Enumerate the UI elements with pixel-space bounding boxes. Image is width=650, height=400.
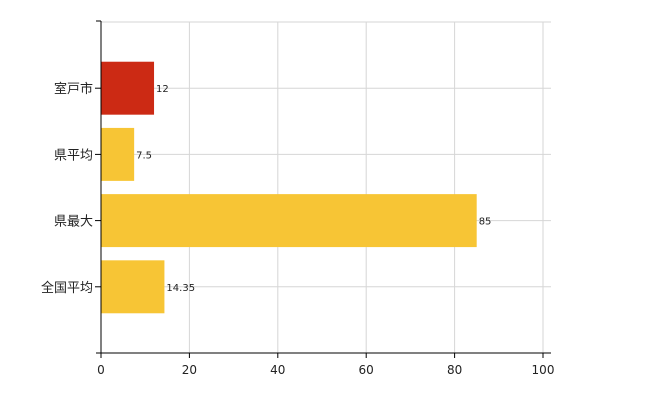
x-tick-label: 20 xyxy=(182,363,197,377)
bar xyxy=(101,260,165,314)
grid-lines xyxy=(100,21,551,353)
x-tick-label: 40 xyxy=(270,363,285,377)
category-label: 県最大 xyxy=(54,215,93,230)
bars xyxy=(101,61,477,314)
category-label: 県平均 xyxy=(54,148,93,163)
category-label: 室戸市 xyxy=(54,81,93,97)
data-label: 14.35 xyxy=(166,283,195,294)
data-label: 85 xyxy=(479,217,492,228)
bar xyxy=(101,61,155,115)
bar xyxy=(101,127,135,181)
x-axis-ticks: 0 20 40 60 80 100 xyxy=(97,353,554,377)
x-tick-label: 60 xyxy=(359,363,374,377)
category-label: 全国平均 xyxy=(41,280,93,296)
data-label: 12 xyxy=(156,84,169,95)
axes xyxy=(100,21,551,354)
bar xyxy=(101,194,477,248)
x-tick-label: 0 xyxy=(97,363,105,377)
x-tick-label: 100 xyxy=(532,363,555,377)
data-label: 7.5 xyxy=(136,150,152,161)
data-labels: 12 7.5 85 14.35 xyxy=(136,84,491,294)
x-tick-label: 80 xyxy=(447,363,462,377)
